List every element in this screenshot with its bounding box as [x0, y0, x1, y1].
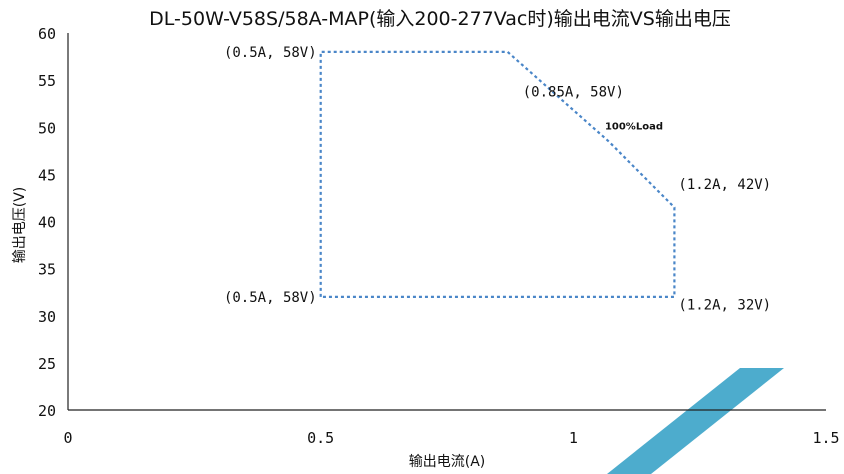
x-tick-label: 1	[569, 429, 578, 447]
y-tick-label: 20	[38, 402, 56, 420]
point-annotation: (0.5A, 58V)	[224, 290, 317, 306]
y-axis-label: 输出电压(V)	[12, 187, 28, 264]
y-tick-label: 45	[38, 166, 56, 184]
y-tick-label: 50	[38, 119, 56, 137]
x-tick-label: 1.5	[812, 429, 839, 447]
annotations: (0.5A, 58V) (0.85A, 58V) 100%Load (1.2A, 42…	[224, 45, 771, 314]
series-layer	[319, 50, 676, 298]
tick-labels: 0 0.5 1 1.5 20 25 30 35 40 45 50 55 60	[38, 25, 840, 447]
y-tick-label: 55	[38, 72, 56, 90]
x-axis-label: 输出电流(A)	[409, 454, 486, 470]
point-annotation: (1.2A, 32V)	[678, 297, 771, 313]
watermark-stripe	[607, 368, 784, 474]
point-annotation: (0.85A, 58V)	[523, 84, 624, 100]
x-tick-label: 0	[63, 429, 72, 447]
y-tick-label: 35	[38, 261, 56, 279]
y-tick-label: 60	[38, 25, 56, 43]
y-tick-label: 30	[38, 308, 56, 326]
x-tick-label: 0.5	[307, 429, 334, 447]
y-tick-label: 40	[38, 214, 56, 232]
point-annotation: (0.5A, 58V)	[224, 45, 317, 61]
chart-title: DL-50W-V58S/58A-MAP(输入200-277Vac时)输出电流VS…	[149, 8, 731, 30]
axes	[67, 33, 826, 411]
y-tick-label: 25	[38, 355, 56, 373]
load-label: 100%Load	[605, 121, 663, 132]
point-annotation: (1.2A, 42V)	[678, 177, 771, 193]
series-line	[319, 50, 676, 298]
